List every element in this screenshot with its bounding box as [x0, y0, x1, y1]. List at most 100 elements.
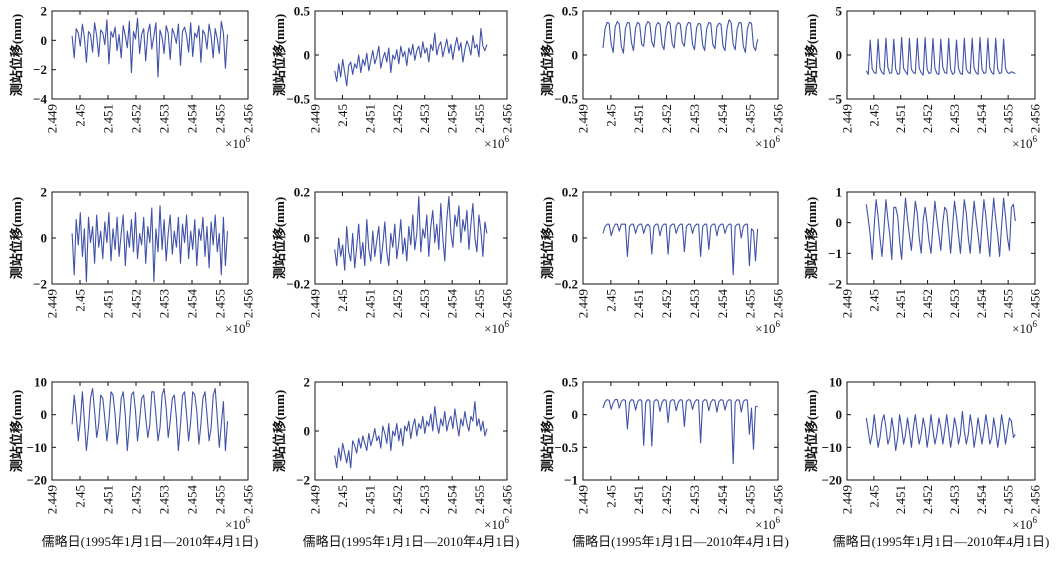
x-tick-label: 2.456 — [1028, 485, 1043, 515]
y-tick-label: −1 — [828, 246, 842, 261]
x-tick-label: 2.449 — [45, 485, 60, 514]
series-line — [602, 399, 758, 465]
x-tick-label: 2.451 — [631, 485, 646, 514]
x-tick-label: 2.453 — [417, 485, 432, 514]
x-multiplier-exponent: 6 — [1033, 515, 1038, 525]
x-tick-label: 2.45 — [866, 104, 881, 127]
x-tick-label: 2.454 — [445, 485, 460, 515]
x-multiplier-label: ×106 — [1012, 134, 1037, 151]
y-tick-label: 10 — [829, 375, 842, 390]
axes-box — [582, 381, 779, 481]
y-tick-label: 0 — [304, 424, 311, 439]
y-tick-label: −0.5 — [286, 92, 310, 107]
y-tick-label: 0.2 — [562, 185, 578, 200]
x-tick-label: 2.452 — [390, 104, 405, 133]
y-tick-label: 0 — [304, 48, 311, 63]
x-tick-label: 2.451 — [101, 104, 116, 133]
x-tick-label: 2.456 — [241, 289, 256, 319]
subplot-r1c4: −5 0 5 2.449 2.45 2.451 2.452 2.453 2.454 2.455 2.… — [804, 4, 1043, 152]
x-tick-label: 2.452 — [659, 485, 674, 514]
y-tick-label: 2 — [304, 375, 311, 390]
x-tick-label: 2.45 — [866, 289, 881, 312]
x-multiplier-exponent: 6 — [776, 515, 781, 525]
x-tick-label: 2.451 — [893, 289, 908, 318]
x-tick-label: 2.451 — [631, 289, 646, 318]
x-multiplier-label: ×106 — [755, 515, 780, 532]
x-tick-label: 2.454 — [974, 485, 989, 515]
x-tick-label: 2.455 — [1001, 485, 1016, 514]
x-tick-label: 2.451 — [893, 104, 908, 133]
x-tick-label: 2.45 — [335, 485, 350, 508]
x-tick-label: 2.454 — [185, 485, 200, 515]
subplot-r1c3: −0.5 0 0.5 2.449 2.45 2.451 2.452 2.453 2.454 2.4… — [540, 4, 786, 152]
series-line — [334, 28, 488, 87]
x-axis-label: 儒略日(1995年1月1日—2010年4月1日) — [303, 534, 520, 549]
y-tick-label: −2 — [33, 62, 47, 77]
axes-box — [51, 381, 249, 481]
x-tick-label: 2.45 — [603, 485, 618, 508]
y-axis-label: 测站位移(mm) — [9, 390, 24, 472]
x-tick-label: 2.449 — [308, 485, 323, 514]
x-tick-label: 2.45 — [335, 289, 350, 312]
axes-box — [314, 381, 508, 481]
x-tick-label: 2.455 — [1001, 104, 1016, 133]
y-tick-label: −4 — [33, 92, 47, 107]
x-tick-label: 2.454 — [185, 289, 200, 319]
y-axis-label: 测站位移(mm) — [9, 14, 24, 96]
x-tick-label: 2.452 — [129, 104, 144, 133]
series-line — [865, 197, 1016, 261]
x-multiplier-label: ×106 — [1012, 319, 1037, 336]
x-tick-label: 2.452 — [920, 485, 935, 514]
y-tick-label: −10 — [27, 440, 47, 455]
y-tick-label: −2 — [828, 277, 842, 292]
y-tick-label: 0 — [836, 48, 843, 63]
x-tick-label: 2.454 — [974, 104, 989, 134]
x-tick-label: 2.455 — [213, 289, 228, 318]
x-tick-label: 2.452 — [659, 104, 674, 133]
x-tick-label: 2.452 — [390, 485, 405, 514]
x-tick-label: 2.455 — [743, 485, 758, 514]
x-tick-label: 2.454 — [715, 104, 730, 134]
x-tick-label: 2.453 — [947, 289, 962, 318]
x-tick-label: 2.449 — [576, 289, 591, 318]
y-tick-label: 0 — [41, 231, 48, 246]
axes-box — [846, 10, 1036, 100]
x-tick-label: 2.456 — [771, 485, 786, 515]
y-tick-label: −2 — [33, 277, 47, 292]
series-line — [334, 401, 488, 469]
x-tick-label: 2.456 — [500, 104, 515, 134]
x-multiplier-label: ×106 — [225, 319, 250, 336]
x-tick-label: 2.454 — [715, 485, 730, 515]
x-axis-label: 儒略日(1995年1月1日—2010年4月1日) — [572, 534, 789, 549]
x-tick-label: 2.455 — [213, 104, 228, 133]
x-tick-label: 2.453 — [417, 289, 432, 318]
y-tick-label: 0 — [572, 231, 579, 246]
x-tick-label: 2.453 — [687, 289, 702, 318]
x-tick-label: 2.449 — [840, 104, 855, 133]
y-tick-label: 0 — [836, 215, 843, 230]
subplot-r3c4: −20 −10 0 10 2.449 2.45 2.451 2.452 2.453 2.454 2.… — [804, 375, 1049, 550]
y-axis-label: 测站位移(mm) — [272, 390, 287, 472]
series-line — [602, 223, 759, 276]
subplot-r2c3: −0.2 0 0.2 2.449 2.45 2.451 2.452 2.453 2.454 2.4… — [540, 185, 786, 337]
y-tick-label: −0.5 — [554, 92, 578, 107]
y-tick-label: 0.5 — [294, 4, 311, 19]
y-tick-label: −20 — [822, 473, 842, 488]
x-tick-label: 2.456 — [241, 485, 256, 515]
x-multiplier-label: ×106 — [484, 515, 509, 532]
x-tick-label: 2.452 — [129, 485, 144, 514]
x-axis-label: 儒略日(1995年1月1日—2010年4月1日) — [42, 534, 259, 549]
y-tick-label: 5 — [836, 4, 843, 19]
x-tick-label: 2.452 — [390, 289, 405, 318]
x-multiplier-exponent: 6 — [505, 319, 510, 329]
x-multiplier-exponent: 6 — [1033, 319, 1038, 329]
subplot-r3c3: −1 −0.5 0 0.5 2.449 2.45 2.451 2.452 2.453 2.454 2… — [540, 375, 789, 550]
x-tick-label: 2.453 — [687, 485, 702, 514]
x-tick-label: 2.45 — [603, 104, 618, 127]
y-tick-label: 0.5 — [562, 375, 579, 390]
y-tick-label: 0.5 — [562, 4, 579, 19]
y-tick-label: −10 — [822, 440, 842, 455]
x-tick-label: 2.455 — [743, 104, 758, 133]
x-tick-label: 2.449 — [308, 289, 323, 318]
axes-box — [51, 10, 249, 100]
